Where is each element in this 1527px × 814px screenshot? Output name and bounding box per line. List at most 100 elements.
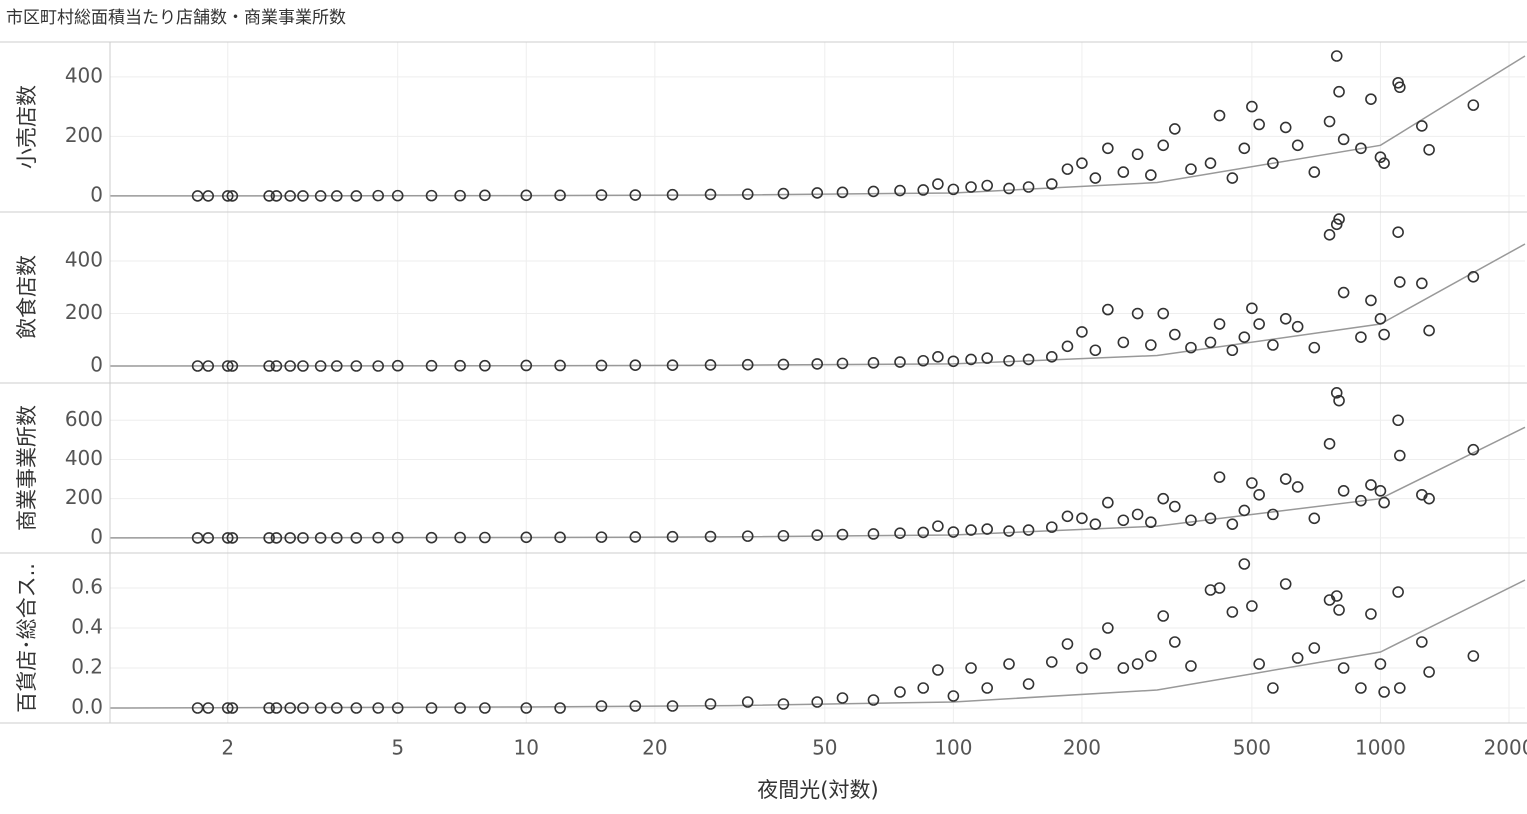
- data-point: [454, 359, 466, 372]
- data-point: [917, 682, 930, 694]
- data-point: [520, 531, 533, 544]
- data-point: [932, 664, 944, 676]
- trend-line: [109, 426, 1526, 539]
- data-point: [1131, 307, 1144, 320]
- data-point: [1365, 294, 1377, 307]
- x-tick-label: 500: [1233, 736, 1271, 760]
- data-point: [777, 698, 790, 710]
- data-point: [1291, 320, 1304, 333]
- x-tick-label: 20: [642, 736, 667, 760]
- y-tick-label: 0: [90, 524, 103, 548]
- data-point: [1226, 344, 1239, 357]
- data-point: [811, 187, 824, 199]
- data-point: [391, 702, 404, 714]
- data-point: [1045, 521, 1058, 533]
- y-tick-label: 200: [65, 485, 103, 509]
- data-point: [297, 360, 309, 372]
- data-point: [1365, 479, 1377, 491]
- data-point: [1355, 682, 1367, 694]
- data-point: [479, 359, 491, 372]
- x-tick-label: 100: [934, 736, 972, 760]
- data-point: [270, 190, 283, 202]
- data-point: [297, 532, 309, 544]
- data-point: [932, 520, 944, 532]
- data-point: [479, 702, 491, 714]
- data-point: [1089, 648, 1102, 660]
- data-point: [1392, 414, 1404, 427]
- data-point: [1333, 85, 1345, 98]
- data-point: [263, 190, 275, 202]
- data-point: [666, 700, 679, 712]
- data-point: [741, 530, 754, 542]
- data-point: [554, 702, 566, 714]
- data-point: [263, 360, 275, 372]
- data-point: [1333, 213, 1345, 225]
- data-point: [202, 702, 215, 714]
- data-point: [263, 532, 275, 544]
- data-point: [741, 696, 754, 708]
- data-point: [1226, 172, 1239, 184]
- data-point: [811, 358, 824, 370]
- data-point: [1089, 172, 1102, 184]
- chart-title: 市区町村総面積当たり店舗数・商業事業所数: [6, 8, 346, 28]
- data-point: [1213, 318, 1226, 330]
- data-point: [704, 359, 717, 371]
- data-point: [1467, 270, 1480, 283]
- data-point: [1145, 169, 1157, 181]
- x-tick-label: 200: [1063, 736, 1101, 760]
- data-point: [1169, 123, 1181, 135]
- data-point: [314, 702, 327, 714]
- data-point: [1061, 340, 1074, 353]
- data-point: [425, 531, 438, 544]
- data-point: [811, 529, 824, 541]
- data-point: [1003, 182, 1015, 195]
- data-point: [221, 360, 234, 372]
- data-point: [330, 702, 343, 714]
- data-point: [629, 189, 642, 201]
- y-axis-title: 百貨店･総合ス..: [15, 563, 39, 713]
- x-axis-title: 夜間光(対数): [757, 778, 878, 802]
- data-point: [1423, 143, 1435, 156]
- data-point: [894, 686, 906, 698]
- y-tick-label: 0: [90, 182, 103, 206]
- data-point: [1378, 328, 1390, 341]
- data-point: [1076, 662, 1088, 674]
- data-point: [330, 532, 343, 544]
- data-point: [1267, 157, 1279, 169]
- data-point: [1253, 658, 1265, 670]
- data-point: [965, 662, 977, 674]
- data-point: [270, 360, 283, 372]
- data-point: [1330, 218, 1343, 231]
- data-point: [330, 190, 343, 202]
- data-point: [1204, 512, 1217, 525]
- data-point: [1355, 142, 1367, 155]
- data-point: [965, 524, 977, 536]
- data-point: [1394, 682, 1406, 694]
- data-point: [894, 184, 906, 197]
- data-point: [1131, 148, 1144, 161]
- data-point: [1267, 508, 1279, 521]
- data-point: [454, 702, 466, 714]
- data-point: [1308, 512, 1321, 525]
- data-point: [965, 353, 977, 366]
- data-point: [1355, 494, 1367, 507]
- data-point: [350, 702, 363, 714]
- data-point: [226, 360, 239, 372]
- data-point: [479, 189, 491, 202]
- data-point: [1308, 642, 1321, 654]
- data-point: [867, 528, 880, 540]
- data-point: [1061, 638, 1074, 650]
- data-point: [270, 532, 283, 544]
- y-axis-title: 商業事業所数: [15, 405, 39, 531]
- data-point: [1394, 81, 1406, 94]
- data-point: [1238, 142, 1251, 155]
- data-point: [1185, 163, 1197, 175]
- data-point: [1131, 658, 1144, 670]
- data-point: [1169, 500, 1181, 513]
- data-point: [1308, 166, 1321, 178]
- data-point: [1330, 387, 1343, 399]
- data-point: [595, 700, 608, 712]
- x-tick-label: 1000: [1355, 736, 1406, 760]
- data-point: [741, 188, 754, 200]
